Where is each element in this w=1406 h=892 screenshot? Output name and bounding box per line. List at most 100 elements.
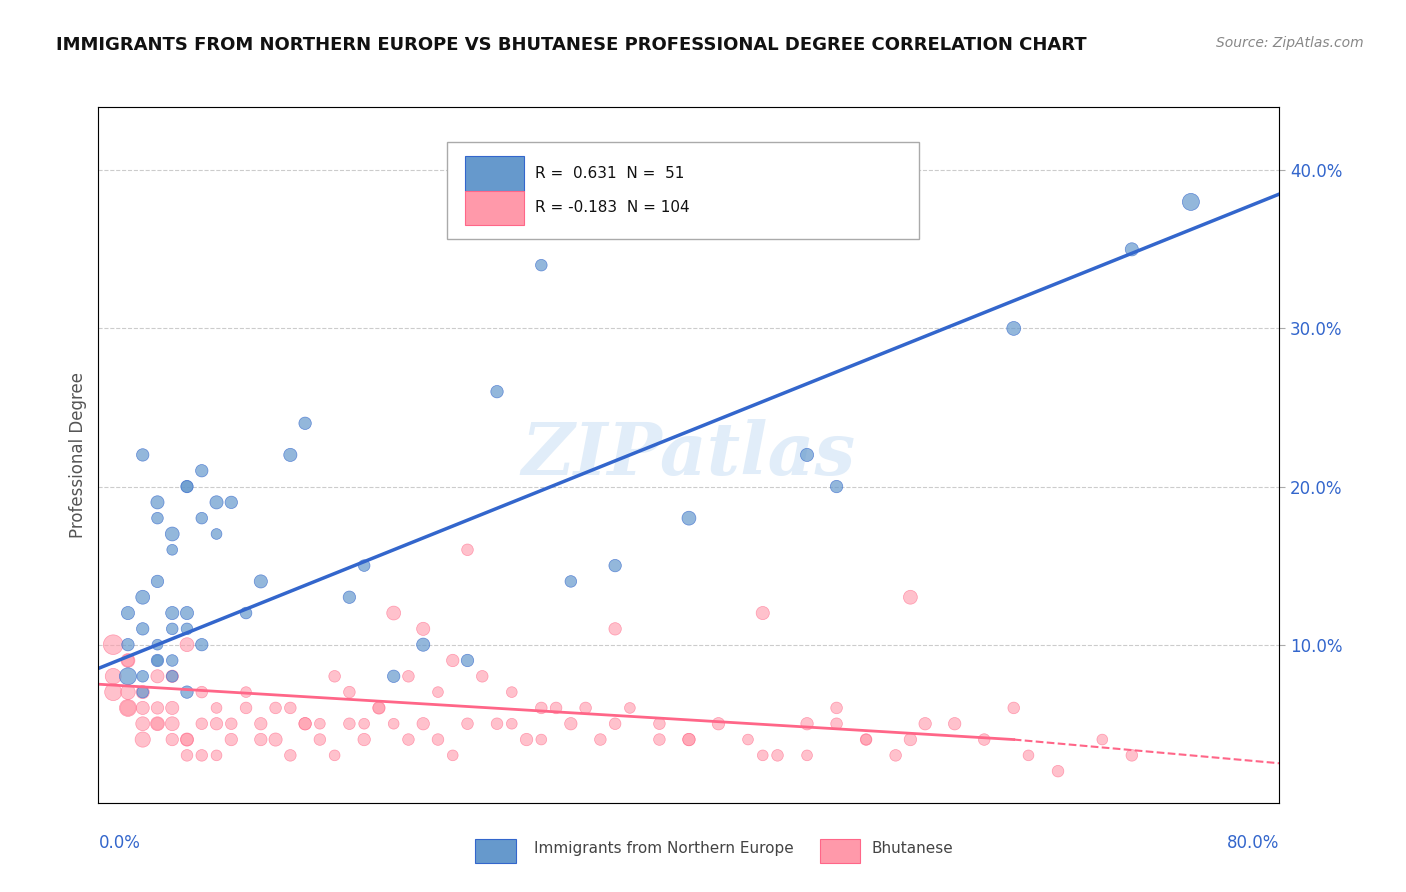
Point [176, 748, 198, 763]
Point [796, 716, 818, 731]
Point [368, 701, 391, 715]
Point [619, 701, 641, 715]
Point [278, 701, 302, 715]
Point [162, 716, 183, 731]
Point [412, 638, 434, 652]
Point [382, 716, 405, 731]
Point [250, 574, 273, 589]
Point [103, 669, 125, 683]
Text: R =  0.631  N =  51: R = 0.631 N = 51 [536, 166, 685, 181]
Point [1121, 243, 1143, 257]
Point [309, 716, 332, 731]
Point [441, 748, 464, 763]
Point [751, 748, 773, 763]
Point [486, 384, 509, 399]
Point [132, 685, 155, 699]
Point [530, 701, 553, 715]
Point [353, 558, 375, 573]
Text: R = -0.183  N = 104: R = -0.183 N = 104 [536, 201, 690, 216]
Point [427, 685, 450, 699]
Point [914, 716, 936, 731]
Point [323, 669, 346, 683]
Point [132, 685, 155, 699]
Point [205, 527, 228, 541]
Point [751, 606, 773, 620]
Point [1121, 748, 1143, 763]
Point [1180, 194, 1202, 209]
Point [205, 748, 228, 763]
Point [176, 685, 198, 699]
Point [162, 622, 183, 636]
Point [162, 606, 183, 620]
Point [855, 732, 877, 747]
Point [235, 606, 257, 620]
Point [205, 495, 228, 509]
Point [117, 685, 139, 699]
Point [943, 716, 966, 731]
Point [146, 653, 169, 667]
Point [250, 732, 273, 747]
Point [219, 732, 242, 747]
Point [117, 701, 139, 715]
FancyBboxPatch shape [464, 191, 523, 226]
Point [353, 716, 375, 731]
Text: IMMIGRANTS FROM NORTHERN EUROPE VS BHUTANESE PROFESSIONAL DEGREE CORRELATION CHA: IMMIGRANTS FROM NORTHERN EUROPE VS BHUTA… [56, 36, 1087, 54]
Point [162, 542, 183, 557]
Point [501, 685, 523, 699]
Point [191, 464, 214, 478]
Point [219, 495, 242, 509]
Point [146, 653, 169, 667]
Point [162, 653, 183, 667]
Point [191, 748, 214, 763]
Point [546, 701, 568, 715]
Point [339, 685, 360, 699]
Point [796, 748, 818, 763]
Point [162, 669, 183, 683]
Point [146, 511, 169, 525]
Point [162, 701, 183, 715]
Point [368, 701, 391, 715]
Point [264, 701, 287, 715]
Point [1002, 701, 1025, 715]
Point [132, 448, 155, 462]
Point [973, 732, 995, 747]
Point [339, 716, 360, 731]
Y-axis label: Professional Degree: Professional Degree [69, 372, 87, 538]
Point [250, 716, 273, 731]
Point [825, 716, 848, 731]
Point [412, 622, 434, 636]
Point [205, 701, 228, 715]
Point [900, 163, 922, 178]
Point [471, 669, 494, 683]
Point [103, 638, 125, 652]
Point [382, 669, 405, 683]
Text: 80.0%: 80.0% [1227, 834, 1279, 852]
Point [146, 716, 169, 731]
Point [146, 574, 169, 589]
Point [176, 479, 198, 493]
Point [353, 732, 375, 747]
Point [219, 716, 242, 731]
Point [132, 701, 155, 715]
Point [309, 732, 332, 747]
Point [132, 716, 155, 731]
FancyBboxPatch shape [447, 142, 920, 239]
Point [486, 716, 509, 731]
Point [825, 701, 848, 715]
Point [825, 479, 848, 493]
Point [382, 606, 405, 620]
Point [294, 716, 316, 731]
Point [605, 558, 627, 573]
Point [146, 701, 169, 715]
Point [648, 716, 671, 731]
Point [176, 732, 198, 747]
Point [162, 527, 183, 541]
Point [796, 448, 818, 462]
Point [560, 716, 582, 731]
FancyBboxPatch shape [464, 156, 523, 191]
Point [396, 669, 419, 683]
Point [678, 732, 700, 747]
Point [191, 511, 214, 525]
Point [191, 716, 214, 731]
Point [264, 732, 287, 747]
